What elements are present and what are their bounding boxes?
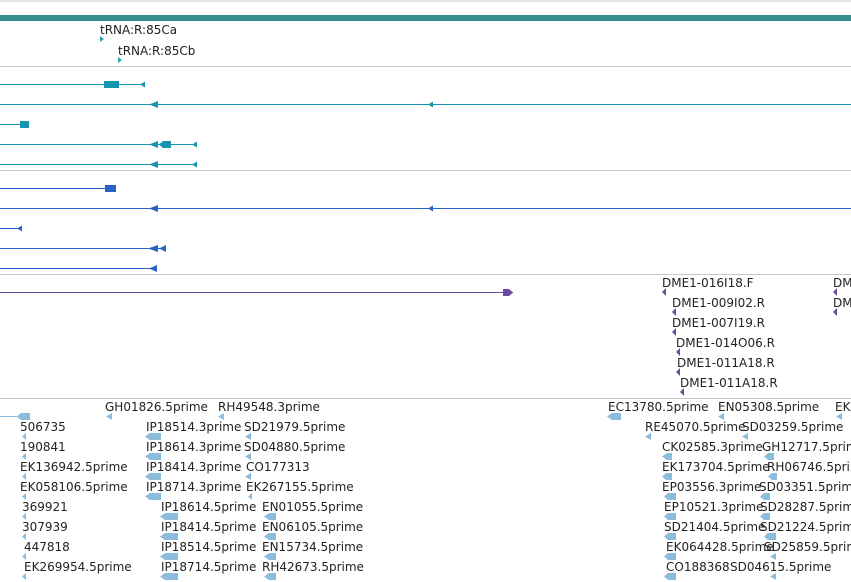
- clone-marker[interactable]: [672, 308, 676, 316]
- clone-feature[interactable]: [0, 289, 513, 296]
- trna-feature[interactable]: [100, 36, 104, 42]
- est-label: SD21224.5prime: [760, 520, 851, 534]
- est-label: IP18614.5prime: [161, 500, 257, 514]
- est-label: EK: [835, 400, 851, 414]
- est-label: IP18414.3prime: [146, 460, 242, 474]
- transcript-row[interactable]: [0, 121, 29, 128]
- est-label: SD21979.5prime: [244, 420, 346, 434]
- est-label: EK173704.5prime: [662, 460, 770, 474]
- trna-label: tRNA:R:85Cb: [118, 44, 196, 58]
- clone-marker[interactable]: [662, 288, 666, 296]
- est-label: EC13780.5prime: [608, 400, 709, 414]
- est-label: IP18714.3prime: [146, 480, 242, 494]
- est-label: IP18514.3prime: [146, 420, 242, 434]
- est-label: SD03259.5prime: [742, 420, 844, 434]
- transcript-row[interactable]: [0, 81, 145, 88]
- transcript-row[interactable]: [0, 205, 851, 212]
- transcript-row[interactable]: [0, 161, 197, 168]
- est-label: 506735: [20, 420, 66, 434]
- est-label: EK136942.5prime: [20, 460, 128, 474]
- est-label: EK064428.5prime: [666, 540, 774, 554]
- est-feature[interactable]: [22, 533, 776, 540]
- est-label: EN05308.5prime: [718, 400, 820, 414]
- est-label: 190841: [20, 440, 66, 454]
- clone-label: DME1-007I19.R: [672, 316, 766, 330]
- clone-marker[interactable]: [676, 348, 680, 356]
- transcript-row[interactable]: [0, 101, 851, 108]
- est-label: 307939: [22, 520, 68, 534]
- est-feature[interactable]: [22, 453, 774, 460]
- clone-marker[interactable]: [672, 328, 676, 336]
- est-label: EK058106.5prime: [20, 480, 128, 494]
- est-label: EN06105.5prime: [262, 520, 364, 534]
- est-label: GH12717.5prime: [762, 440, 851, 454]
- est-label: RE45070.5prime: [645, 420, 746, 434]
- est-label: IP18714.5prime: [161, 560, 257, 574]
- trna-feature[interactable]: [118, 57, 122, 63]
- transcript-row[interactable]: [0, 141, 197, 148]
- est-label: GH01826.5prime: [105, 400, 208, 414]
- est-label: IP18614.3prime: [146, 440, 242, 454]
- est-label: IP18514.5prime: [161, 540, 257, 554]
- est-feature[interactable]: [22, 573, 776, 580]
- est-label: SD03351.5prime: [759, 480, 851, 494]
- est-label: CO188368: [666, 560, 730, 574]
- clone-marker[interactable]: [680, 388, 684, 396]
- est-label: CO177313: [246, 460, 310, 474]
- clone-label: DME1-011A18.R: [680, 376, 778, 390]
- est-label: EK269954.5prime: [24, 560, 132, 574]
- est-feature[interactable]: [22, 433, 748, 440]
- clone-marker[interactable]: [833, 288, 837, 296]
- est-label: EN15734.5prime: [262, 540, 364, 554]
- scale-band: [0, 15, 851, 21]
- est-feature[interactable]: [0, 413, 842, 420]
- est-feature[interactable]: [22, 493, 770, 500]
- est-label: 447818: [24, 540, 70, 554]
- est-label: SD21404.5prime: [664, 520, 766, 534]
- est-label: 369921: [22, 500, 68, 514]
- clone-label: DM: [833, 296, 851, 310]
- clone-marker[interactable]: [833, 308, 837, 316]
- clone-label: DME1-009I02.R: [672, 296, 766, 310]
- est-label: EN01055.5prime: [262, 500, 364, 514]
- est-label: IP18414.5prime: [161, 520, 257, 534]
- est-label: EK267155.5prime: [246, 480, 354, 494]
- trna-label: tRNA:R:85Ca: [100, 23, 178, 37]
- est-label: EP10521.3prime: [664, 500, 764, 514]
- est-label: SD25859.5prime: [764, 540, 851, 554]
- est-label: CK02585.3prime: [662, 440, 763, 454]
- clone-label: DM: [833, 276, 851, 290]
- est-feature[interactable]: [22, 553, 776, 560]
- clone-label: DME1-011A18.R: [677, 356, 775, 370]
- est-label: RH49548.3prime: [218, 400, 320, 414]
- est-label: SD28287.5prime: [760, 500, 851, 514]
- est-label: SD04615.5prime: [730, 560, 832, 574]
- est-label: RH42673.5prime: [262, 560, 364, 574]
- est-feature[interactable]: [22, 473, 777, 480]
- transcript-row[interactable]: [0, 185, 116, 192]
- transcript-row[interactable]: [0, 245, 166, 252]
- est-label: EP03556.3prime: [662, 480, 762, 494]
- clone-label: DME1-016I18.F: [662, 276, 754, 290]
- est-label: RH06746.5prime: [767, 460, 851, 474]
- clone-marker[interactable]: [676, 368, 680, 376]
- clone-label: DME1-014O06.R: [676, 336, 775, 350]
- transcript-row[interactable]: [0, 225, 22, 232]
- est-feature[interactable]: [22, 513, 770, 520]
- est-label: SD04880.5prime: [244, 440, 346, 454]
- transcript-row[interactable]: [0, 265, 157, 272]
